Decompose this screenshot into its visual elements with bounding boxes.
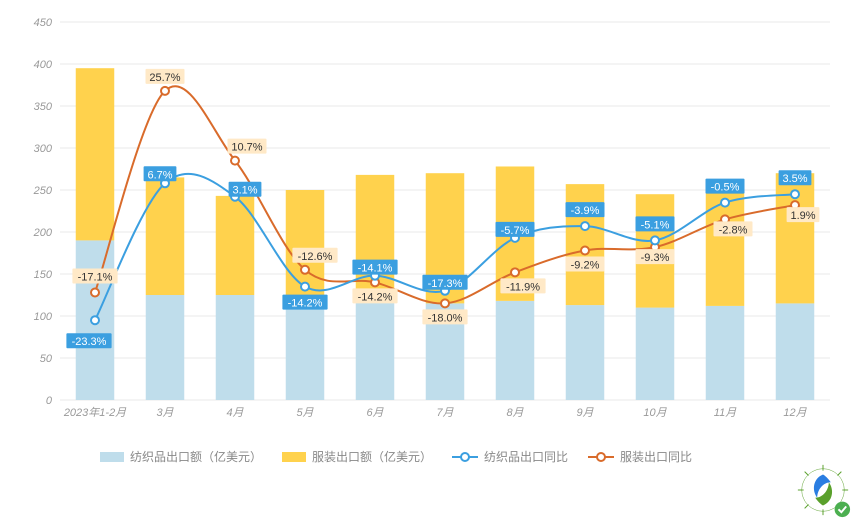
data-label: -12.6% <box>298 251 333 263</box>
data-label: -5.1% <box>641 219 670 231</box>
legend-label: 服装出口额（亿美元） <box>312 449 432 464</box>
legend-label: 纺织品出口同比 <box>484 450 568 464</box>
data-label: -17.1% <box>78 271 113 283</box>
bar-textile <box>706 306 745 400</box>
y-tick-label: 400 <box>34 59 53 71</box>
y-tick-label: 300 <box>34 143 53 155</box>
x-tick-label: 6月 <box>366 407 384 419</box>
data-label: 6.7% <box>147 169 172 181</box>
data-label: -9.2% <box>571 259 600 271</box>
y-tick-label: 450 <box>34 17 53 29</box>
bar-apparel <box>146 177 185 295</box>
data-label: -23.3% <box>72 336 107 348</box>
x-tick-label: 9月 <box>576 407 594 419</box>
line-marker <box>91 288 99 296</box>
y-tick-label: 250 <box>33 185 53 197</box>
data-label: -14.2% <box>288 298 323 310</box>
line-marker <box>441 299 449 307</box>
data-label: -14.2% <box>358 291 393 303</box>
legend-label: 服装出口同比 <box>620 450 692 464</box>
bar-textile <box>146 295 185 400</box>
x-tick-label: 8月 <box>506 407 524 419</box>
data-label: -18.0% <box>428 312 463 324</box>
data-label: -11.9% <box>506 281 540 293</box>
line-marker <box>301 283 309 291</box>
bar-textile <box>776 303 815 400</box>
data-label: -5.7% <box>501 225 530 237</box>
bar-apparel <box>76 68 115 240</box>
x-tick-label: 10月 <box>643 407 667 419</box>
line-marker <box>721 199 729 207</box>
y-tick-label: 150 <box>34 269 53 281</box>
x-tick-label: 7月 <box>436 407 454 419</box>
line-marker <box>791 190 799 198</box>
data-label: 25.7% <box>149 72 180 84</box>
data-label: 3.1% <box>232 185 257 197</box>
x-tick-label: 3月 <box>156 407 174 419</box>
legend-marker <box>461 453 469 461</box>
bar-textile <box>356 299 395 400</box>
data-label: 3.5% <box>782 173 807 185</box>
y-tick-label: 200 <box>33 227 53 239</box>
bar-textile <box>496 301 535 400</box>
y-tick-label: 100 <box>34 311 53 323</box>
line-marker <box>581 246 589 254</box>
line-marker <box>581 222 589 230</box>
y-tick-label: 50 <box>40 353 53 365</box>
data-label: -2.8% <box>719 224 748 236</box>
x-tick-label: 5月 <box>296 407 314 419</box>
line-marker <box>91 316 99 324</box>
y-tick-label: 350 <box>34 101 53 113</box>
data-label: -17.3% <box>428 278 463 290</box>
x-tick-label: 4月 <box>226 407 244 419</box>
legend-label: 纺织品出口额（亿美元） <box>130 449 262 464</box>
data-label: -0.5% <box>711 182 740 194</box>
chart-svg: 0 50 100 150 200 250 300 350 400 450 2023年1-2月 3月 4月… <box>0 0 864 527</box>
line-marker <box>651 236 659 244</box>
data-label: -9.3% <box>641 252 670 264</box>
bar-textile <box>566 305 605 400</box>
line-marker <box>301 266 309 274</box>
line-marker <box>161 87 169 95</box>
bar-textile <box>286 299 325 400</box>
legend-swatch <box>100 452 124 462</box>
data-label: 10.7% <box>231 142 262 154</box>
bar-textile <box>636 308 675 400</box>
legend-marker <box>597 453 605 461</box>
data-label: -14.1% <box>358 263 393 275</box>
data-label: 1.9% <box>790 210 815 222</box>
data-label: -3.9% <box>571 205 600 217</box>
x-tick-label: 12月 <box>783 407 807 419</box>
bar-textile <box>216 295 255 400</box>
x-tick-label: 2023年1-2月 <box>63 406 127 419</box>
chart-container: 0 50 100 150 200 250 300 350 400 450 2023年1-2月 3月 4月… <box>0 0 864 527</box>
y-tick-label: 0 <box>46 395 53 407</box>
legend-swatch <box>282 452 306 462</box>
line-marker <box>231 157 239 165</box>
x-tick-label: 11月 <box>714 407 737 419</box>
line-marker <box>511 268 519 276</box>
